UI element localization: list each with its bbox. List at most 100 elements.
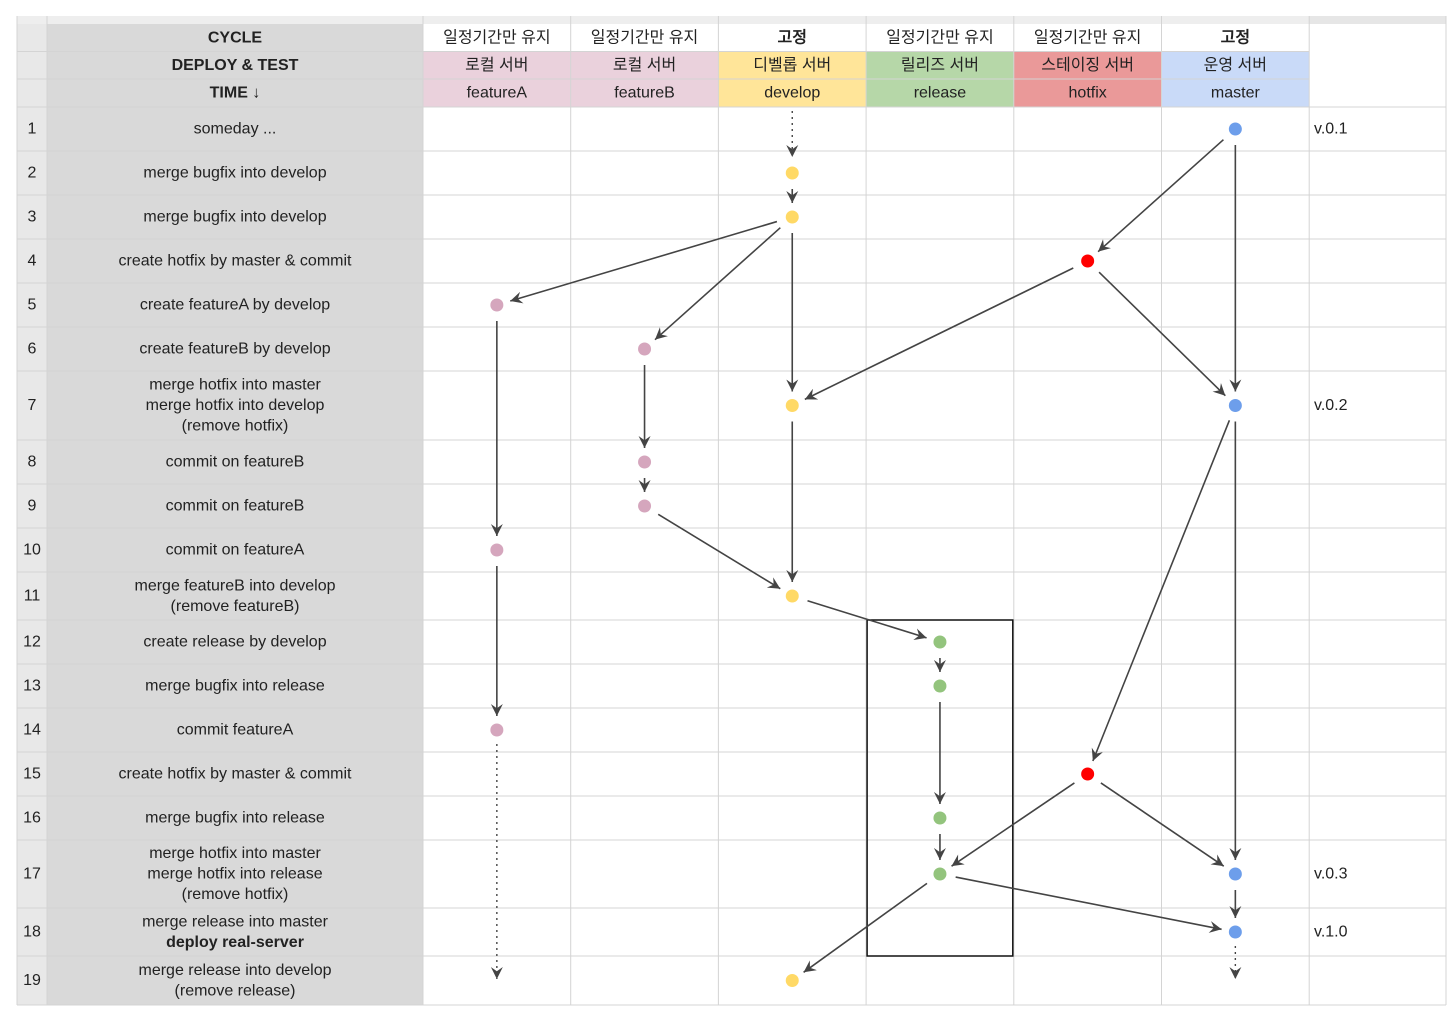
row-action-text: commit on featureB — [166, 454, 305, 471]
row-number: 11 — [24, 588, 41, 605]
cycle-label-featureA: 일정기간만 유지 — [443, 28, 551, 46]
commit-dot-d11 — [785, 589, 799, 603]
row-action-text: merge hotfix into master — [149, 377, 321, 394]
commit-dot-a10 — [490, 543, 504, 557]
row-action-text: merge hotfix into develop — [146, 397, 325, 414]
row-action-text: merge bugfix into develop — [143, 165, 326, 182]
commit-dot-h4 — [1081, 254, 1095, 268]
sheet-top-strip — [17, 16, 1446, 24]
row-action-text: create release by develop — [143, 634, 326, 651]
commit-dot-m1 — [1228, 122, 1242, 136]
commit-dot-b6 — [638, 342, 652, 356]
row-action-text: create hotfix by master & commit — [119, 766, 353, 783]
cycle-label-featureB: 일정기간만 유지 — [591, 28, 699, 46]
commit-dot-m17 — [1228, 867, 1242, 881]
cycle-label-release: 일정기간만 유지 — [886, 28, 994, 46]
header-cycle-label: CYCLE — [208, 29, 263, 46]
row-action-text: merge bugfix into release — [145, 678, 325, 695]
deploy-label-develop: 디벨롭 서버 — [753, 56, 831, 74]
commit-dot-b8 — [638, 455, 652, 469]
row-number: 6 — [28, 341, 37, 358]
action-column-bg — [47, 24, 423, 1005]
row-number: 15 — [23, 766, 41, 783]
edge-arrow-r17-m18 — [955, 876, 1222, 933]
edge-arrow-r17-d19 — [803, 882, 928, 973]
branch-label-release: release — [914, 84, 967, 101]
commit-dot-a5 — [490, 298, 504, 312]
branch-label-master: master — [1211, 84, 1261, 101]
commit-dot-r12 — [933, 635, 947, 649]
cycle-label-develop: 고정 — [778, 28, 807, 46]
commit-dot-a14 — [490, 723, 504, 737]
row-number: 17 — [23, 866, 41, 883]
edge-arrow-b9-d11 — [657, 513, 781, 590]
row-action-text: (remove hotfix) — [182, 418, 289, 435]
row-number: 18 — [23, 924, 41, 941]
version-label: v.1.0 — [1314, 924, 1348, 941]
row-action-text: merge hotfix into release — [147, 866, 322, 883]
row-action-text: merge bugfix into develop — [143, 209, 326, 226]
row-action-text: merge hotfix into master — [149, 845, 321, 862]
row-number: 16 — [23, 810, 41, 827]
edge-arrow-h4-m7 — [1098, 271, 1226, 397]
deploy-label-hotfix: 스테이징 서버 — [1041, 56, 1134, 74]
cycle-label-hotfix: 일정기간만 유지 — [1034, 28, 1142, 46]
row-action-text: merge featureB into develop — [134, 577, 335, 594]
branch-label-hotfix: hotfix — [1069, 84, 1107, 101]
edge-arrow-h4-d7 — [804, 267, 1074, 401]
commit-dot-d3 — [785, 210, 799, 224]
row-action-text: merge release into develop — [138, 962, 331, 979]
row-number: 5 — [28, 297, 37, 314]
row-action-text: create featureA by develop — [140, 297, 330, 314]
row-number: 8 — [28, 454, 37, 471]
header-deploy-label: DEPLOY & TEST — [172, 57, 299, 74]
row-number: 19 — [23, 972, 41, 989]
selected-column-strip — [1309, 16, 1446, 24]
row-number: 2 — [28, 165, 37, 182]
commit-dot-d2 — [785, 166, 799, 180]
row-number: 7 — [28, 397, 37, 414]
row-action-text: merge bugfix into release — [145, 810, 325, 827]
row-action-text: (remove release) — [175, 982, 296, 999]
grid-lines — [16, 16, 1447, 1006]
row-number: 10 — [23, 542, 41, 559]
commit-dot-d19 — [785, 974, 799, 987]
row-action-text: merge release into master — [142, 913, 329, 930]
row-action-text: someday ... — [194, 121, 277, 138]
edge-arrow-m1-h4 — [1097, 139, 1224, 253]
branch-label-develop: develop — [764, 84, 820, 101]
version-label: v.0.1 — [1314, 121, 1348, 138]
commit-dots — [490, 122, 1242, 987]
row-number-column-bg — [17, 24, 47, 1005]
row-number: 12 — [23, 634, 41, 651]
deploy-label-featureB: 로컬 서버 — [613, 56, 676, 74]
row-action-text: commit on featureA — [166, 542, 305, 559]
edge-arrow-d3-a5 — [510, 220, 778, 304]
commit-dot-r13 — [933, 679, 947, 693]
version-label: v.0.2 — [1314, 397, 1348, 414]
commit-dot-m7 — [1228, 399, 1242, 412]
row-number: 13 — [23, 678, 41, 695]
row-action-text: create hotfix by master & commit — [119, 253, 353, 270]
version-label: v.0.3 — [1314, 866, 1348, 883]
row-action-text: deploy real-server — [166, 934, 304, 951]
row-number: 14 — [23, 722, 41, 739]
edge-arrow-h15-r17 — [951, 782, 1075, 867]
commit-dot-d7 — [785, 399, 799, 412]
row-number: 4 — [28, 253, 37, 270]
row-action-text: commit on featureB — [166, 498, 305, 515]
row-number: 1 — [28, 121, 37, 138]
row-number: 9 — [28, 498, 37, 515]
commit-dot-r17 — [933, 867, 947, 881]
branch-label-featureB: featureB — [614, 84, 674, 101]
release-highlight-box — [866, 619, 1014, 957]
commit-dot-b9 — [638, 499, 652, 513]
row-action-text: (remove featureB) — [171, 598, 300, 615]
deploy-label-master: 운영 서버 — [1204, 56, 1267, 74]
edge-arrow-d11-r12 — [807, 599, 927, 640]
edge-arrow-h15-m17 — [1100, 782, 1225, 867]
commit-dot-m18 — [1228, 925, 1242, 939]
cycle-label-master: 고정 — [1221, 28, 1250, 46]
commit-dot-r16 — [933, 811, 947, 825]
